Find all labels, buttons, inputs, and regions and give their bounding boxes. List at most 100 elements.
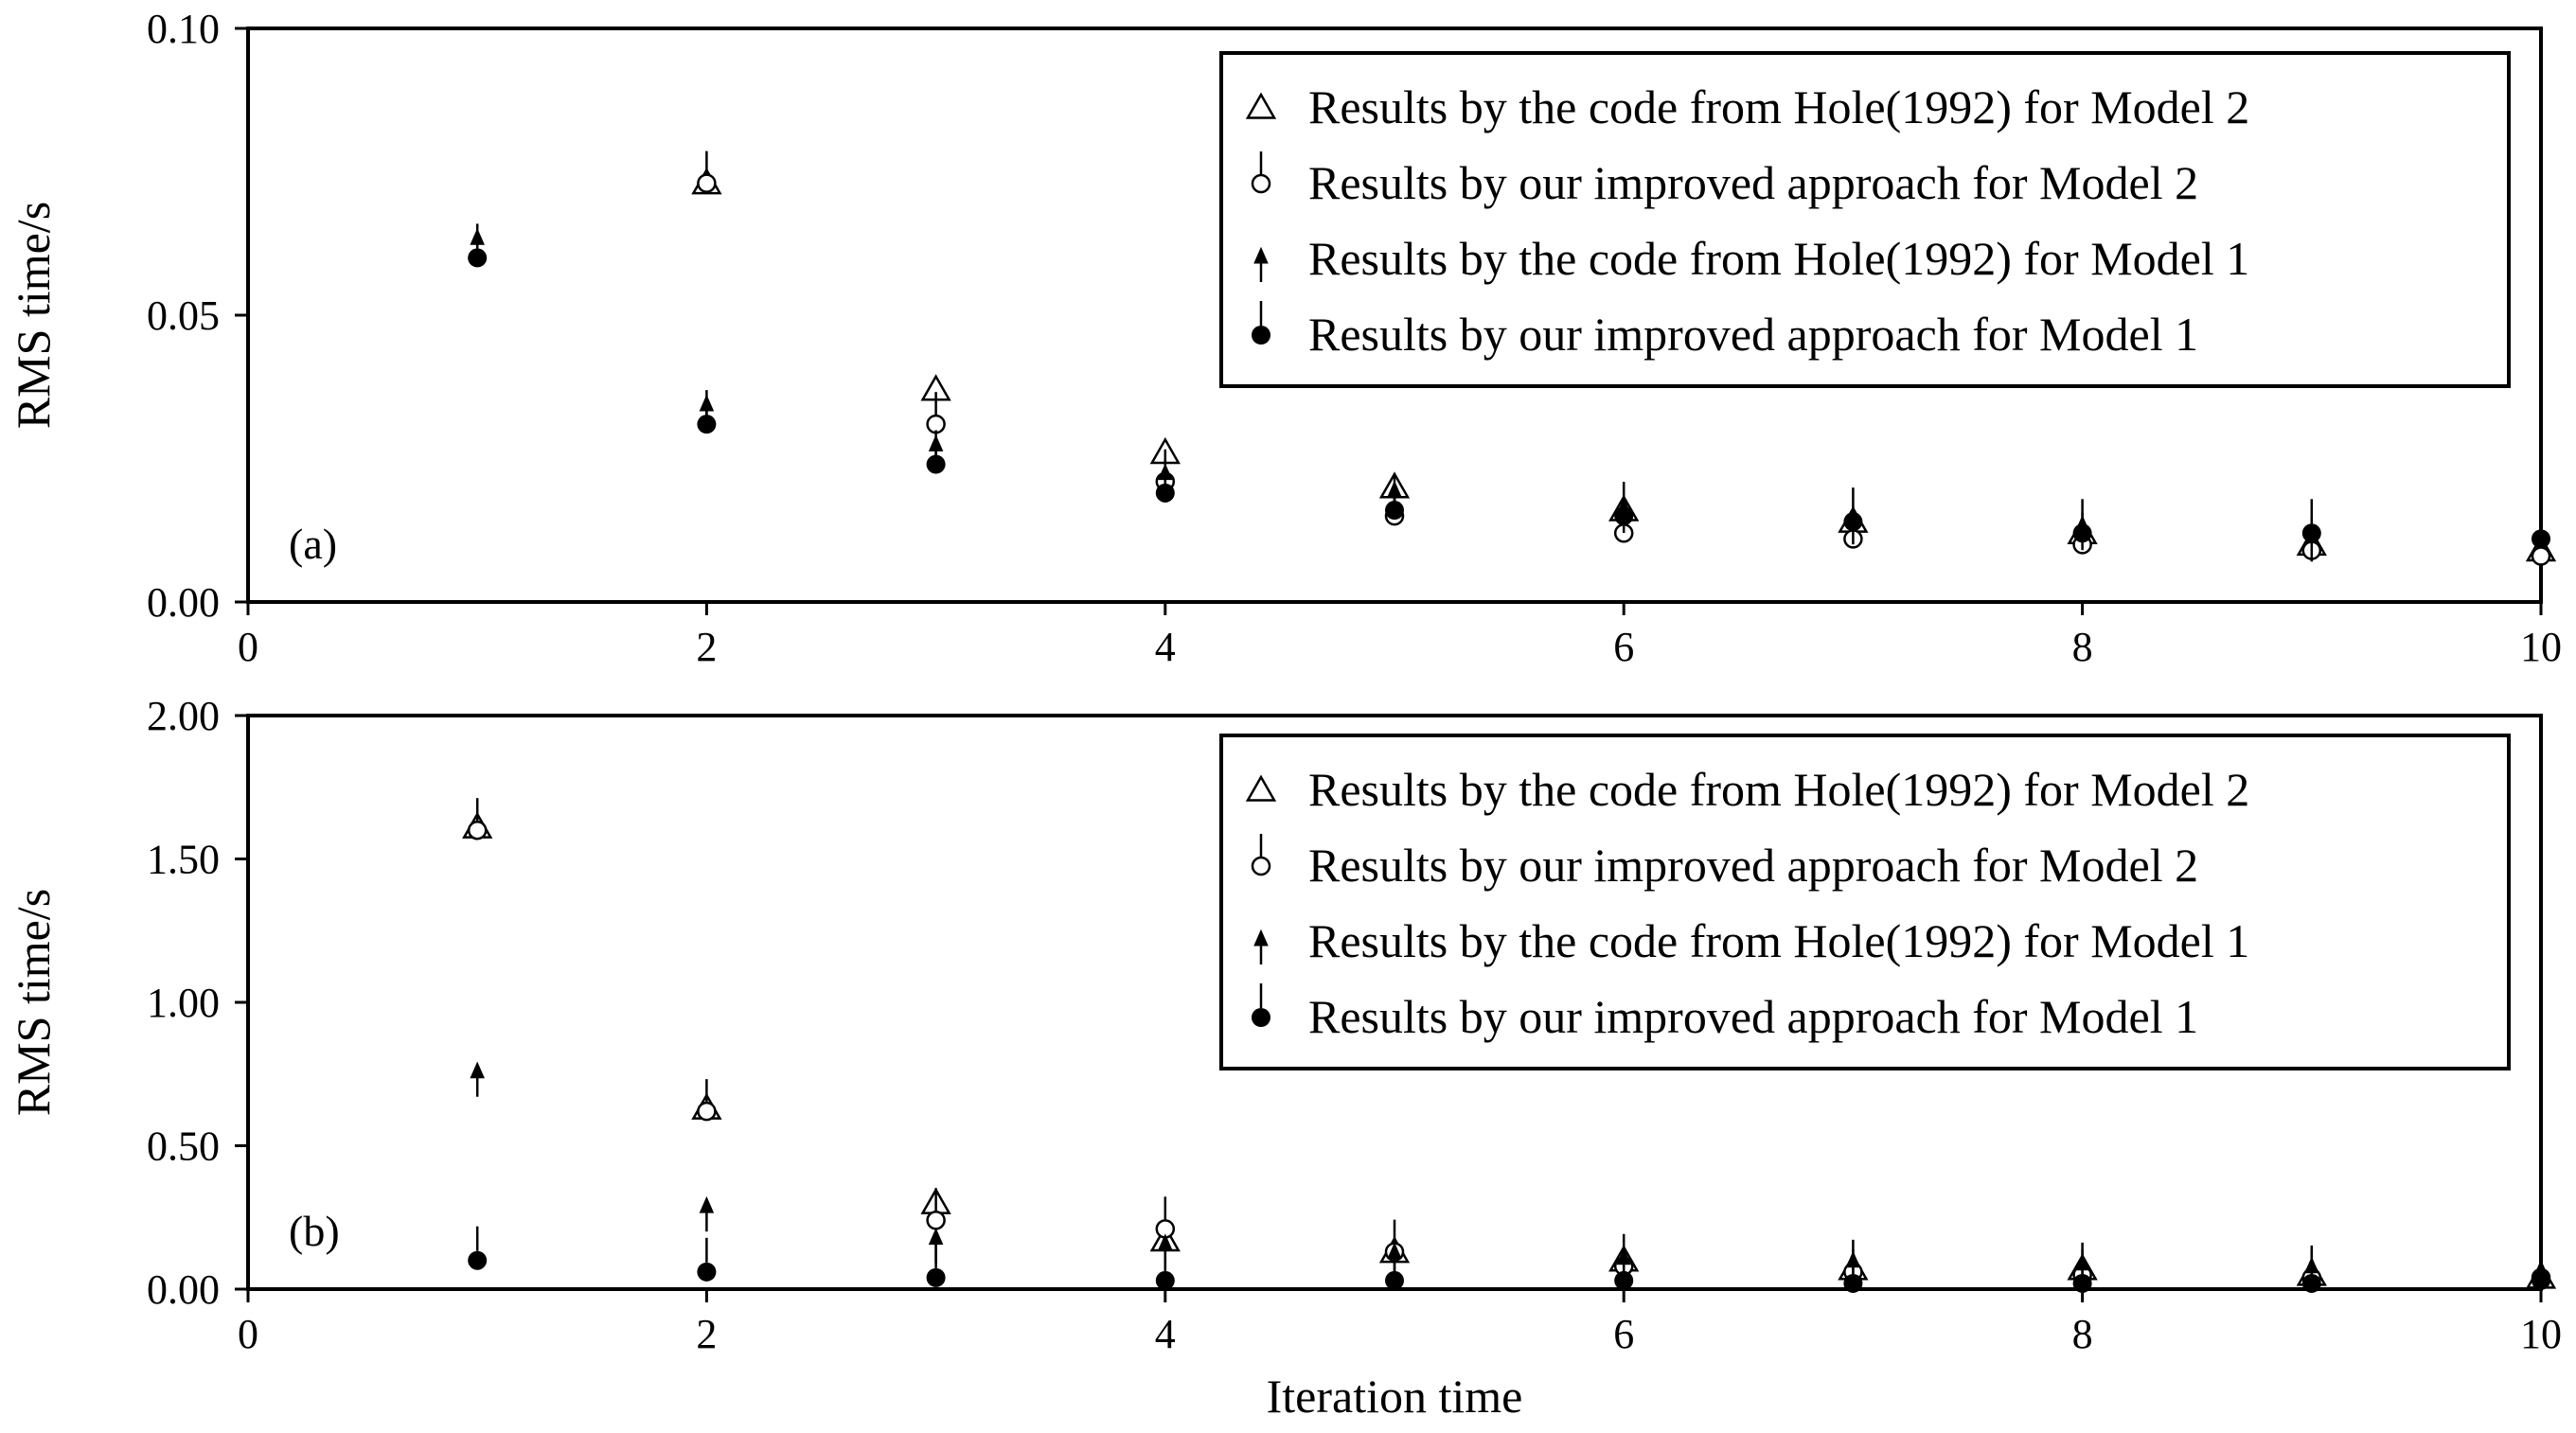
legend: Results by the code from Hole(1992) for … bbox=[1219, 51, 2511, 388]
data-point-filled-circle-bar bbox=[926, 1243, 946, 1287]
data-point-filled-circle-bar bbox=[1385, 1246, 1404, 1290]
panel-a: 0 2 4 6 8 10 0.00 0.05 0.10 RMS time/s (a) Results … bbox=[7, 6, 2562, 670]
panel-b: 0 2 4 6 8 10 0.00 0.50 1.00 1.50 2.00 RMS time/s (b)… bbox=[7, 693, 2562, 1357]
data-point-filled-circle-bar-shape bbox=[2072, 523, 2092, 543]
legend-entry: Results by the code from Hole(1992) for … bbox=[1308, 232, 2249, 285]
legend-entry: Results by the code from Hole(1992) for … bbox=[1308, 763, 2249, 816]
x-tick-label: 0 bbox=[238, 624, 258, 670]
legend-box bbox=[1219, 734, 2511, 1070]
y-tick-label: 2.00 bbox=[147, 693, 220, 739]
data-point-filled-circle-bar bbox=[468, 1226, 488, 1270]
data-point-open-circle-bar bbox=[697, 1079, 717, 1122]
legend-entry: Results by our improved approach for Mod… bbox=[1308, 156, 2198, 209]
data-point-filled-circle-bar bbox=[1155, 1246, 1175, 1290]
y-tick-label: 0.10 bbox=[147, 6, 220, 52]
data-point-filled-circle-bar-shape bbox=[697, 1262, 717, 1282]
data-point-filled-circle-bar-shape bbox=[1614, 1270, 1634, 1290]
data-point-filled-circle-bar bbox=[2072, 499, 2092, 543]
y-axis-title: RMS time/s bbox=[7, 889, 60, 1116]
panel-label: (a) bbox=[289, 520, 337, 568]
data-point-filled-circle-bar bbox=[468, 223, 488, 268]
x-tick-label: 4 bbox=[1155, 1311, 1176, 1357]
data-point-filled-circle-bar-shape bbox=[2532, 1270, 2550, 1290]
legend-marker-filled-arrow-shape bbox=[1253, 929, 1269, 946]
y-tick-label: 0.00 bbox=[147, 1266, 220, 1313]
legend-entry: Results by our improved approach for Mod… bbox=[1308, 308, 2198, 361]
y-tick-label: 0.05 bbox=[147, 292, 220, 339]
legend-marker-open-circle-bar bbox=[1251, 834, 1271, 876]
legend-entry: Results by our improved approach for Mod… bbox=[1308, 839, 2198, 892]
legend-marker-open-triangle bbox=[1245, 774, 1277, 802]
legend-marker-filled-arrow bbox=[1253, 246, 1269, 282]
data-point-filled-circle-bar bbox=[697, 390, 717, 434]
data-point-filled-circle-bar-shape bbox=[1155, 483, 1175, 503]
legend-marker-filled-circle-bar-shape bbox=[1252, 326, 1270, 345]
y-axis-title: RMS time/s bbox=[7, 202, 60, 429]
data-point-open-circle-bar-shape bbox=[926, 1211, 946, 1230]
data-point-filled-arrow bbox=[470, 1061, 485, 1097]
data-point-filled-circle-bar bbox=[1155, 458, 1175, 503]
data-point-filled-circle-bar-shape bbox=[2301, 523, 2321, 543]
data-point-open-circle-bar bbox=[467, 798, 488, 840]
legend-marker-open-circle-bar-shape bbox=[1251, 856, 1271, 876]
data-point-filled-arrow-shape bbox=[699, 1195, 715, 1213]
x-tick-label: 0 bbox=[238, 1311, 258, 1357]
legend-entry: Results by our improved approach for Mod… bbox=[1308, 990, 2198, 1043]
data-point-filled-circle-bar bbox=[2072, 1248, 2092, 1293]
legend: Results by the code from Hole(1992) for … bbox=[1219, 734, 2511, 1070]
legend-marker-filled-circle-bar bbox=[1252, 983, 1270, 1027]
data-point-filled-circle-bar bbox=[2532, 504, 2550, 549]
legend-marker-open-triangle bbox=[1245, 92, 1277, 119]
x-tick-label: 4 bbox=[1155, 624, 1176, 670]
x-tick-label: 10 bbox=[2520, 624, 2562, 670]
legend-marker-open-circle-bar bbox=[1251, 151, 1271, 194]
data-point-filled-circle-bar-shape bbox=[926, 454, 946, 474]
data-point-open-circle-bar-shape bbox=[697, 173, 717, 193]
data-point-filled-circle-bar-shape bbox=[2301, 1273, 2321, 1293]
data-point-open-circle-bar-shape bbox=[926, 414, 946, 434]
y-tick-label: 1.50 bbox=[147, 837, 220, 883]
data-point-filled-circle-bar-shape bbox=[1385, 1270, 1404, 1290]
legend-marker-open-triangle-shape bbox=[1245, 92, 1277, 119]
data-point-filled-circle-bar bbox=[1614, 482, 1634, 526]
data-point-filled-circle-bar-shape bbox=[1843, 512, 1863, 532]
data-point-open-circle-bar-shape bbox=[467, 820, 488, 840]
x-tick-label: 2 bbox=[696, 1311, 717, 1357]
legend-marker-filled-arrow bbox=[1253, 929, 1269, 964]
data-point-filled-arrow-shape bbox=[928, 1228, 944, 1245]
data-point-filled-circle-bar-shape bbox=[2532, 529, 2550, 549]
legend-marker-filled-arrow-shape bbox=[1253, 246, 1269, 264]
data-point-filled-circle-bar bbox=[2301, 1248, 2321, 1293]
data-point-filled-arrow-shape bbox=[470, 1061, 485, 1079]
y-tick-label: 0.00 bbox=[147, 579, 220, 626]
legend-box bbox=[1219, 51, 2511, 388]
legend-marker-open-circle-bar-shape bbox=[1251, 173, 1271, 194]
data-point-filled-circle-bar-shape bbox=[926, 1267, 946, 1287]
data-point-filled-circle-bar bbox=[1385, 476, 1404, 521]
data-point-filled-circle-bar bbox=[1843, 1248, 1863, 1293]
data-point-filled-circle-bar-shape bbox=[2072, 1273, 2092, 1293]
x-tick-label: 8 bbox=[2072, 624, 2093, 670]
data-point-filled-circle-bar bbox=[926, 430, 946, 474]
data-point-open-circle-bar-shape bbox=[697, 1101, 717, 1122]
data-point-filled-circle-bar bbox=[2301, 499, 2321, 543]
data-point-filled-circle-bar-shape bbox=[1843, 1273, 1863, 1293]
y-tick-label: 0.50 bbox=[147, 1123, 220, 1170]
panel-label: (b) bbox=[289, 1207, 340, 1255]
data-point-filled-circle-bar bbox=[2532, 1246, 2550, 1290]
data-point-filled-circle-bar-shape bbox=[468, 248, 488, 268]
data-point-filled-circle-bar bbox=[1843, 487, 1863, 532]
x-tick-label: 6 bbox=[1613, 1311, 1634, 1357]
data-point-filled-circle-bar-shape bbox=[468, 1250, 488, 1270]
legend-marker-open-triangle-shape bbox=[1245, 774, 1277, 802]
x-tick-label: 6 bbox=[1613, 624, 1634, 670]
data-point-filled-circle-bar-shape bbox=[697, 415, 717, 434]
legend-marker-filled-circle-bar-shape bbox=[1252, 1008, 1270, 1027]
data-point-filled-arrow bbox=[699, 1195, 715, 1232]
legend-entry: Results by the code from Hole(1992) for … bbox=[1308, 80, 2249, 133]
legend-marker-filled-circle-bar bbox=[1252, 301, 1270, 345]
x-tick-label: 8 bbox=[2072, 1311, 2093, 1357]
data-point-open-circle-bar bbox=[697, 150, 717, 193]
data-point-filled-circle-bar bbox=[697, 1237, 717, 1282]
